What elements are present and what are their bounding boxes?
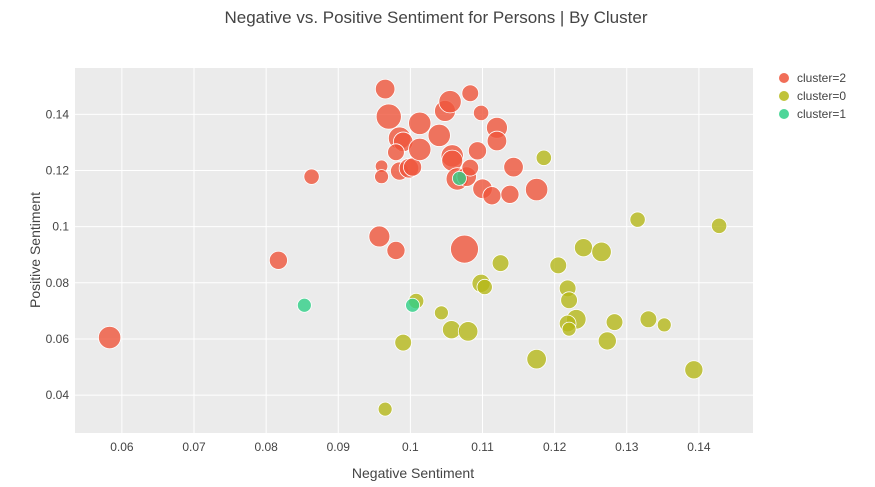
data-point-cluster-2[interactable] bbox=[482, 186, 502, 206]
x-tick-label: 0.12 bbox=[543, 440, 567, 454]
legend: cluster=2 cluster=0 cluster=1 bbox=[779, 71, 846, 121]
data-point-cluster-2[interactable] bbox=[98, 325, 122, 350]
data-point-cluster-0[interactable] bbox=[549, 256, 568, 275]
data-point-cluster-2[interactable] bbox=[374, 169, 389, 185]
data-point-cluster-0[interactable] bbox=[560, 291, 578, 309]
data-point-cluster-2[interactable] bbox=[374, 78, 396, 100]
data-point-cluster-2[interactable] bbox=[375, 103, 402, 130]
y-tick-label: 0.12 bbox=[46, 163, 70, 177]
legend-marker[interactable] bbox=[779, 109, 789, 119]
data-point-cluster-2[interactable] bbox=[303, 168, 320, 185]
data-point-cluster-1[interactable] bbox=[452, 170, 467, 186]
data-point-cluster-0[interactable] bbox=[656, 317, 672, 333]
data-point-cluster-2[interactable] bbox=[268, 250, 288, 270]
data-point-cluster-0[interactable] bbox=[535, 149, 552, 166]
x-tick-label: 0.08 bbox=[254, 440, 278, 454]
y-tick-label: 0.06 bbox=[46, 332, 70, 346]
x-axis-ticks: 0.06 0.07 0.08 0.09 0.1 0.11 0.12 0.13 0.14 bbox=[110, 440, 711, 454]
data-point-cluster-2[interactable] bbox=[461, 84, 480, 103]
data-point-cluster-0[interactable] bbox=[574, 238, 594, 258]
y-tick-label: 0.1 bbox=[52, 220, 69, 234]
x-tick-label: 0.11 bbox=[471, 440, 494, 454]
data-point-cluster-0[interactable] bbox=[629, 211, 646, 228]
data-point-cluster-0[interactable] bbox=[639, 310, 658, 329]
data-point-cluster-2[interactable] bbox=[467, 141, 487, 161]
data-point-cluster-0[interactable] bbox=[684, 360, 704, 380]
data-point-cluster-2[interactable] bbox=[472, 104, 490, 122]
y-tick-label: 0.14 bbox=[46, 107, 70, 121]
y-axis-title: Positive Sentiment bbox=[27, 192, 43, 308]
data-point-cluster-2[interactable] bbox=[450, 234, 479, 264]
legend-marker[interactable] bbox=[779, 73, 789, 83]
data-point-cluster-0[interactable] bbox=[377, 401, 393, 417]
data-points bbox=[98, 78, 728, 417]
data-point-cluster-2[interactable] bbox=[368, 225, 391, 248]
data-point-cluster-0[interactable] bbox=[561, 321, 577, 337]
chart-title: Negative vs. Positive Sentiment for Pers… bbox=[225, 8, 648, 27]
x-tick-label: 0.07 bbox=[182, 440, 206, 454]
data-point-cluster-2[interactable] bbox=[386, 240, 406, 260]
data-point-cluster-0[interactable] bbox=[491, 254, 510, 272]
x-tick-label: 0.06 bbox=[110, 440, 134, 454]
legend-label[interactable]: cluster=1 bbox=[797, 107, 846, 121]
data-point-cluster-2[interactable] bbox=[408, 137, 432, 162]
data-point-cluster-0[interactable] bbox=[526, 348, 547, 370]
y-axis-ticks: 0.04 0.06 0.08 0.1 0.12 0.14 bbox=[46, 107, 70, 402]
data-point-cluster-2[interactable] bbox=[525, 177, 549, 202]
legend-label[interactable]: cluster=0 bbox=[797, 89, 846, 103]
data-point-cluster-2[interactable] bbox=[387, 143, 405, 162]
data-point-cluster-2[interactable] bbox=[461, 158, 480, 177]
x-tick-label: 0.09 bbox=[327, 440, 351, 454]
x-tick-label: 0.13 bbox=[615, 440, 639, 454]
data-point-cluster-0[interactable] bbox=[394, 333, 412, 352]
y-tick-label: 0.04 bbox=[46, 388, 70, 402]
y-tick-label: 0.08 bbox=[46, 276, 70, 290]
data-point-cluster-0[interactable] bbox=[591, 241, 612, 263]
data-point-cluster-2[interactable] bbox=[438, 90, 462, 114]
data-point-cluster-0[interactable] bbox=[457, 321, 479, 342]
data-point-cluster-0[interactable] bbox=[476, 278, 493, 296]
x-tick-label: 0.1 bbox=[402, 440, 419, 454]
data-point-cluster-2[interactable] bbox=[503, 156, 524, 178]
legend-label[interactable]: cluster=2 bbox=[797, 71, 846, 85]
x-axis-title: Negative Sentiment bbox=[352, 465, 474, 481]
data-point-cluster-2[interactable] bbox=[408, 111, 432, 135]
data-point-cluster-0[interactable] bbox=[710, 217, 728, 234]
data-point-cluster-0[interactable] bbox=[442, 320, 462, 340]
x-tick-label: 0.14 bbox=[687, 440, 711, 454]
data-point-cluster-0[interactable] bbox=[597, 331, 617, 351]
data-point-cluster-2[interactable] bbox=[486, 130, 508, 152]
legend-marker[interactable] bbox=[779, 91, 789, 101]
data-point-cluster-1[interactable] bbox=[296, 297, 312, 313]
data-point-cluster-2[interactable] bbox=[500, 184, 520, 204]
data-point-cluster-0[interactable] bbox=[434, 305, 449, 321]
data-point-cluster-0[interactable] bbox=[605, 313, 624, 331]
data-point-cluster-2[interactable] bbox=[427, 123, 451, 147]
data-point-cluster-1[interactable] bbox=[405, 297, 420, 313]
